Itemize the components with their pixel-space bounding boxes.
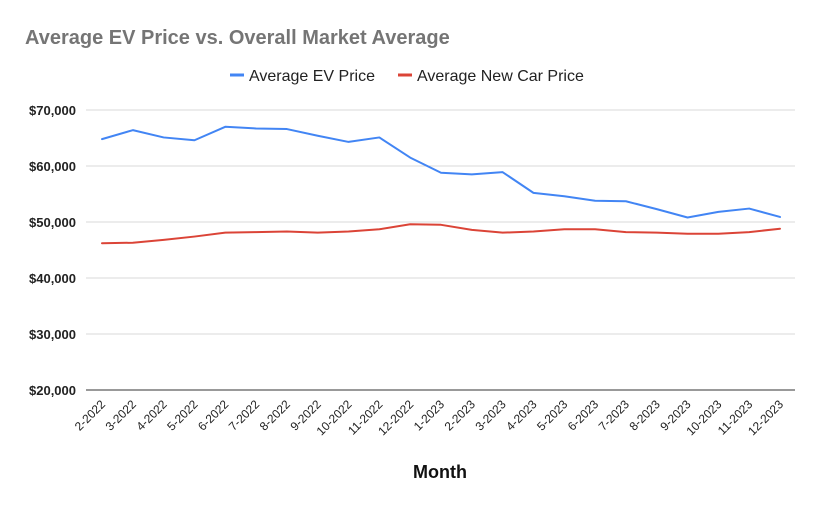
x-axis-label: Month	[413, 462, 467, 482]
x-tick-label: 1-2023	[411, 397, 448, 434]
x-tick-label: 3-2022	[103, 397, 140, 434]
series-line-ev-price	[101, 125, 781, 219]
x-tick-label: 7-2023	[596, 397, 633, 434]
legend-label-market: Average New Car Price	[417, 68, 584, 85]
y-tick-label: $20,000	[29, 383, 76, 398]
x-tick-label: 2-2023	[442, 397, 479, 434]
y-tick-label: $60,000	[29, 159, 76, 174]
x-tick-label: 8-2023	[627, 397, 664, 434]
y-tick-label: $40,000	[29, 271, 76, 286]
y-axis-ticks: $20,000 $30,000 $40,000 $50,000 $60,000 $70,0…	[29, 103, 76, 398]
series-line-market-price	[101, 223, 781, 245]
x-tick-label: 4-2022	[133, 397, 170, 434]
x-tick-label: 2-2022	[72, 397, 109, 434]
x-axis-ticks: 2-20223-20224-20225-20226-20227-20228-20…	[72, 397, 787, 438]
y-tick-label: $30,000	[29, 327, 76, 342]
legend: Average EV Price Average New Car Price	[230, 68, 584, 85]
x-tick-label: 3-2023	[472, 397, 509, 434]
x-tick-label: 8-2022	[257, 397, 294, 434]
x-tick-label: 7-2022	[226, 397, 263, 434]
x-tick-label: 5-2023	[534, 397, 571, 434]
y-tick-label: $50,000	[29, 215, 76, 230]
y-tick-label: $70,000	[29, 103, 76, 118]
x-tick-label: 4-2023	[503, 397, 540, 434]
legend-label-ev: Average EV Price	[249, 68, 375, 85]
gridlines	[86, 109, 795, 391]
x-tick-label: 6-2023	[565, 397, 602, 434]
x-tick-label: 6-2022	[195, 397, 232, 434]
chart-title: Average EV Price vs. Overall Market Aver…	[25, 27, 450, 49]
x-tick-label: 5-2022	[164, 397, 201, 434]
series-lines	[101, 125, 781, 245]
